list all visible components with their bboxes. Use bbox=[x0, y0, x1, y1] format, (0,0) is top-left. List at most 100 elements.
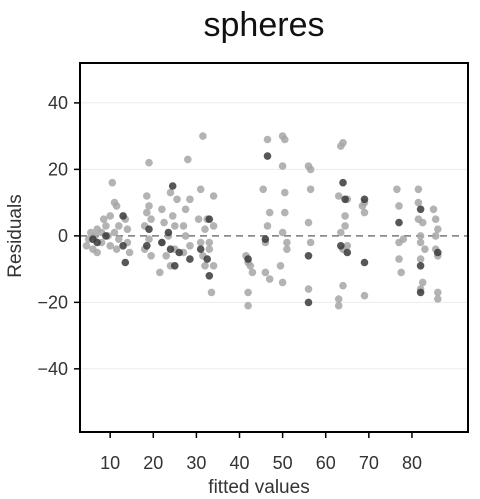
data-point-dark bbox=[263, 152, 272, 160]
data-point-dark bbox=[339, 178, 347, 187]
data-point-light bbox=[306, 185, 315, 194]
data-point-light bbox=[156, 268, 164, 277]
data-point-light bbox=[171, 222, 179, 230]
data-point-light bbox=[360, 291, 369, 300]
data-point-light bbox=[179, 222, 188, 230]
data-point-light bbox=[184, 155, 192, 164]
data-point-light bbox=[399, 235, 408, 243]
data-point-dark bbox=[304, 252, 313, 260]
plot-frame bbox=[79, 62, 469, 433]
data-point-light bbox=[181, 205, 190, 214]
x-tick-label: 20 bbox=[143, 453, 163, 473]
data-point-light bbox=[244, 288, 252, 297]
data-point-light bbox=[265, 208, 274, 217]
data-point-light bbox=[414, 198, 423, 207]
data-point-light bbox=[99, 215, 108, 223]
data-point-light bbox=[278, 228, 287, 237]
data-point-dark bbox=[121, 258, 130, 267]
x-tick-label: 60 bbox=[316, 453, 336, 473]
data-point-light bbox=[434, 288, 442, 297]
data-point-light bbox=[166, 188, 175, 197]
data-point-dark bbox=[168, 182, 177, 190]
data-point-light bbox=[434, 225, 442, 233]
chart-title: spheres bbox=[204, 6, 325, 44]
y-tick-label: −20 bbox=[37, 292, 68, 312]
data-point-dark bbox=[360, 195, 369, 204]
data-point-light bbox=[263, 135, 272, 144]
data-point-light bbox=[143, 192, 151, 200]
data-point-light bbox=[201, 225, 209, 233]
data-point-light bbox=[246, 262, 255, 270]
data-point-light bbox=[160, 218, 168, 227]
data-point-light bbox=[186, 242, 194, 250]
data-point-light bbox=[393, 185, 401, 194]
data-point-dark bbox=[244, 255, 252, 263]
x-tick-label: 80 bbox=[402, 453, 422, 473]
data-point-light bbox=[205, 238, 214, 247]
y-axis-label: Residuals bbox=[5, 194, 26, 277]
data-point-dark bbox=[261, 235, 270, 243]
data-point-dark bbox=[164, 228, 173, 237]
data-point-dark bbox=[196, 245, 205, 253]
data-point-light bbox=[261, 268, 270, 277]
x-axis-ticks: 10 20 30 40 50 60 70 80 bbox=[100, 432, 422, 473]
data-point-light bbox=[360, 208, 369, 217]
x-tick-label: 10 bbox=[100, 453, 120, 473]
data-point-dark bbox=[416, 205, 425, 214]
data-point-dark bbox=[205, 215, 214, 223]
data-point-light bbox=[115, 235, 123, 243]
y-axis-ticks: −40 −20 0 20 40 bbox=[37, 93, 80, 379]
x-tick-label: 70 bbox=[359, 453, 379, 473]
data-point-light bbox=[147, 252, 155, 260]
data-point-light bbox=[205, 245, 214, 253]
data-point-light bbox=[306, 165, 315, 174]
data-point-light bbox=[186, 195, 194, 204]
data-point-light bbox=[201, 262, 209, 270]
data-point-light bbox=[418, 278, 427, 287]
data-point-light bbox=[429, 205, 438, 214]
data-point-light bbox=[283, 238, 291, 247]
data-point-light bbox=[244, 301, 252, 310]
data-point-light bbox=[265, 275, 274, 283]
data-point-light bbox=[158, 205, 166, 214]
data-point-light bbox=[248, 268, 257, 277]
data-point-light bbox=[341, 212, 349, 220]
data-point-light bbox=[337, 228, 345, 237]
data-point-light bbox=[209, 192, 218, 200]
data-point-dark bbox=[166, 245, 175, 253]
data-point-light bbox=[395, 255, 403, 263]
data-point-light bbox=[306, 238, 315, 247]
data-point-light bbox=[168, 212, 177, 220]
data-point-dark bbox=[395, 218, 403, 227]
data-point-dark bbox=[119, 242, 127, 250]
data-point-light bbox=[194, 215, 203, 223]
data-point-dark bbox=[205, 272, 214, 280]
data-point-light bbox=[334, 295, 343, 303]
data-point-light bbox=[196, 238, 205, 247]
data-point-light bbox=[304, 285, 313, 293]
data-point-light bbox=[418, 218, 427, 227]
data-point-light bbox=[339, 281, 347, 290]
y-tick-label: 20 bbox=[48, 159, 68, 179]
data-point-light bbox=[395, 202, 403, 210]
x-tick-label: 50 bbox=[273, 453, 293, 473]
data-point-light bbox=[414, 185, 423, 194]
data-point-light bbox=[209, 222, 218, 230]
data-point-light bbox=[421, 245, 429, 253]
data-point-light bbox=[82, 242, 91, 250]
data-point-light bbox=[341, 222, 349, 230]
data-point-dark bbox=[416, 288, 425, 297]
data-point-dark bbox=[434, 248, 442, 257]
data-points bbox=[82, 132, 442, 310]
data-point-light bbox=[278, 278, 287, 287]
data-point-dark bbox=[171, 262, 179, 270]
y-tick-label: 40 bbox=[48, 93, 68, 113]
data-point-light bbox=[112, 202, 121, 210]
data-point-dark bbox=[143, 242, 151, 250]
data-point-light bbox=[162, 252, 170, 260]
data-point-dark bbox=[416, 262, 425, 270]
data-point-light bbox=[143, 208, 151, 217]
y-tick-label: 0 bbox=[58, 226, 68, 246]
data-point-light bbox=[281, 208, 289, 217]
